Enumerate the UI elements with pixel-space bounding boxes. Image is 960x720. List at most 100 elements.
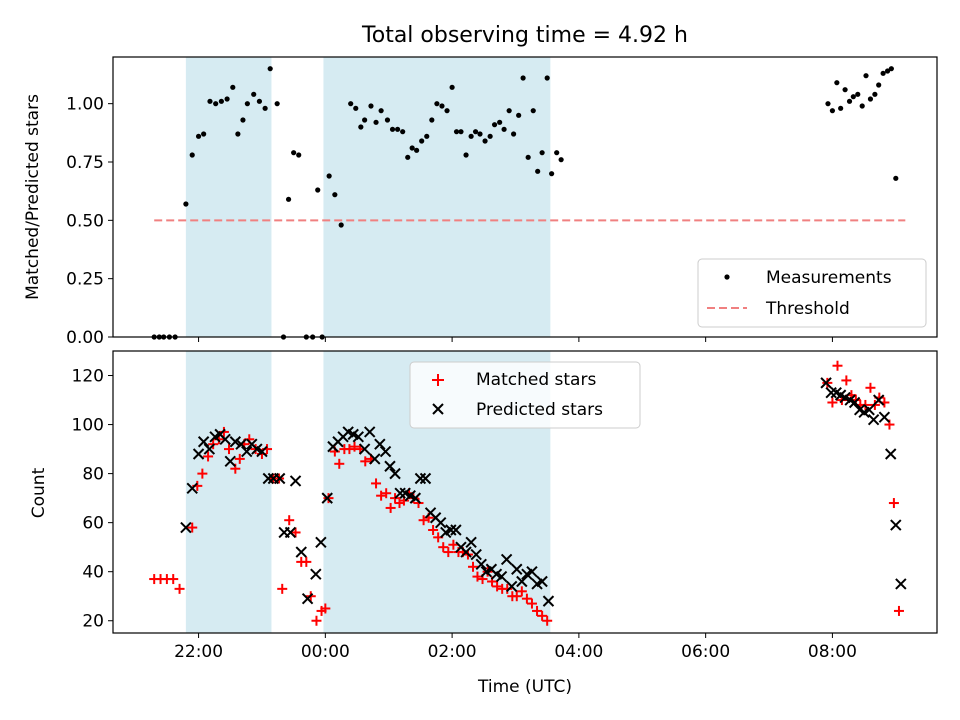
- matched-star-point: [187, 522, 198, 533]
- measurement-point: [384, 117, 391, 123]
- matched-star-point: [360, 456, 371, 467]
- measurement-point: [213, 101, 219, 107]
- matched-star-point: [428, 525, 439, 536]
- predicted-star-point: [820, 377, 832, 389]
- predicted-star-point: [895, 578, 907, 590]
- top-shaded-interval-0: [185, 57, 272, 337]
- matched-star-point: [542, 615, 553, 626]
- measurement-point: [549, 171, 555, 177]
- measurement-point: [880, 70, 886, 76]
- predicted-star-point: [369, 453, 381, 465]
- top-legend: Measurements Threshold: [697, 258, 927, 328]
- legend-label-measurements: Measurements: [766, 268, 892, 288]
- predicted-star-point: [273, 472, 286, 485]
- measurement-point: [378, 108, 384, 114]
- matched-star-point: [203, 451, 214, 462]
- matched-star-point: [385, 502, 396, 513]
- matched-star-point: [349, 441, 360, 452]
- predicted-star-point: [495, 570, 508, 583]
- predicted-star-point: [301, 592, 314, 605]
- predicted-star-point: [321, 492, 333, 504]
- top-legend-box: [697, 258, 927, 328]
- bottom-legend-box: [409, 361, 641, 429]
- measurement-point: [201, 131, 207, 137]
- matched-star-point: [334, 458, 345, 469]
- predicted-star-point: [825, 386, 837, 399]
- measurement-point: [463, 152, 469, 158]
- matched-star-point: [521, 593, 532, 604]
- measurement-point: [506, 108, 512, 114]
- predicted-star-point: [475, 558, 487, 571]
- top-axes-frame: [112, 56, 938, 338]
- measurement-point: [893, 175, 899, 181]
- measurement-point: [491, 122, 498, 128]
- predicted-star-point: [450, 524, 462, 536]
- measurement-point: [240, 117, 246, 123]
- legend-marker-predicted-stars: [432, 403, 444, 415]
- measurement-point: [262, 105, 268, 111]
- matched-star-point: [301, 556, 312, 567]
- matched-star-point: [223, 444, 234, 455]
- bottom-y-tick-label: 100: [72, 416, 104, 436]
- predicted-star-point: [460, 546, 472, 558]
- bottom-y-tick-label: 120: [72, 367, 104, 387]
- predicted-star-point: [315, 536, 327, 548]
- measurement-point: [863, 73, 869, 79]
- predicted-star-point: [872, 394, 885, 406]
- predicted-star-point: [180, 521, 192, 534]
- measurement-point: [838, 105, 844, 111]
- matched-star-point: [320, 603, 331, 614]
- measurement-point: [525, 154, 531, 160]
- measurement-point: [516, 112, 522, 118]
- predicted-star-point: [384, 460, 396, 472]
- measurement-point: [256, 98, 263, 104]
- matched-star-point: [174, 583, 185, 594]
- top-panel: 0.00 0.25 0.50 0.75 1.00 Matched/Predicted s…: [23, 56, 938, 348]
- bottom-y-ticks: 20 40 60 80 100 120: [72, 367, 113, 632]
- measurement-point: [444, 108, 450, 114]
- measurement-point: [224, 96, 230, 102]
- measurement-point: [842, 87, 848, 93]
- measurement-point: [362, 117, 368, 123]
- bottom-legend: Matched stars Predicted stars: [409, 361, 641, 429]
- predicted-star-point: [364, 426, 376, 438]
- matched-star-point: [277, 583, 288, 594]
- predicted-star-point: [419, 472, 432, 485]
- measurement-point: [510, 131, 517, 137]
- bottom-panel: 20 40 60 80 100 120 22:00 00:00 02:00 04:00 06:00…: [29, 350, 938, 697]
- measurement-point: [884, 68, 891, 74]
- top-y-tick-label: 0.50: [66, 211, 104, 231]
- measurement-point: [544, 75, 550, 81]
- predicted-star-point: [511, 563, 523, 575]
- predicted-star-point: [465, 536, 477, 548]
- predicted-star-point: [219, 433, 231, 445]
- matched-star-point: [526, 598, 537, 609]
- measurement-point: [189, 152, 195, 158]
- predicted-star-point: [389, 467, 401, 480]
- measurement-point: [846, 98, 853, 104]
- measurement-point: [439, 103, 445, 109]
- matched-star-point: [290, 527, 301, 538]
- top-x-ticks: [198, 337, 833, 342]
- measurement-point: [326, 173, 332, 179]
- x-tick-label: 04:00: [554, 642, 603, 662]
- measurement-point: [453, 129, 460, 135]
- predicted-star-point: [470, 548, 482, 561]
- x-tick-label: 02:00: [428, 642, 477, 662]
- measurement-point: [368, 103, 374, 109]
- bottom-axes-frame: [112, 350, 938, 634]
- predicted-star-point: [352, 431, 365, 443]
- measurement-point: [183, 201, 189, 207]
- measurement-point: [332, 192, 338, 198]
- predicted-star-point: [890, 519, 902, 531]
- predicted-star-point: [516, 575, 528, 588]
- measurement-point: [274, 101, 280, 107]
- matched-star-point: [197, 468, 208, 479]
- matched-star-point: [448, 539, 459, 550]
- measurement-point: [859, 103, 865, 109]
- measurement-point: [554, 150, 560, 156]
- predicted-star-point: [526, 565, 538, 578]
- measurement-point: [530, 108, 536, 114]
- matched-star-point: [511, 591, 522, 602]
